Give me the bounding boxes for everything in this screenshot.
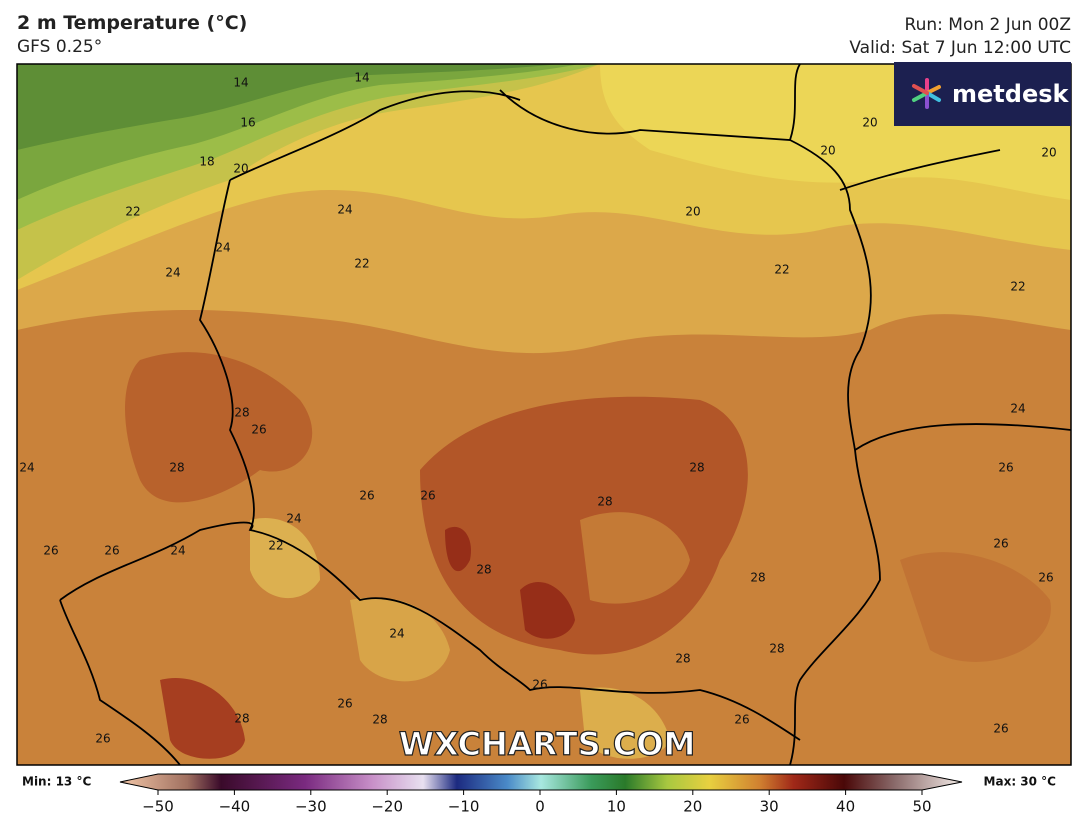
tick-label: 30 — [760, 798, 779, 816]
contour-label: 26 — [43, 544, 58, 558]
contour-label: 26 — [251, 423, 266, 437]
contour-label: 24 — [389, 627, 404, 641]
map-shape — [199, 179, 801, 741]
contour-label: 28 — [372, 713, 387, 727]
contour-label: 26 — [998, 461, 1013, 475]
contour-label: 28 — [234, 406, 249, 420]
map-shape — [912, 91, 929, 102]
title: 2 m Temperature (°C) — [17, 12, 248, 34]
map-shape — [580, 687, 670, 759]
tick-label: −40 — [219, 798, 251, 816]
contour-label: 28 — [476, 563, 491, 577]
tick-label: −30 — [295, 798, 327, 816]
tick-label: 50 — [912, 798, 931, 816]
valid-time: Valid: Sat 7 Jun 12:00 UTC — [849, 38, 1071, 58]
contour-label: 26 — [104, 544, 119, 558]
contour-label: 20 — [820, 144, 835, 158]
map-shape — [59, 521, 254, 601]
colorbar-ticks: −50 −40 −30 −20 −10 0 10 20 30 40 50 — [142, 790, 932, 816]
contour-label: 28 — [234, 712, 249, 726]
map-shape — [160, 678, 245, 759]
contour-label: 28 — [769, 642, 784, 656]
watermark: WXCHARTS.COM — [399, 725, 696, 763]
tick-label: 40 — [836, 798, 855, 816]
map-shape — [900, 552, 1051, 662]
contour-label: 28 — [169, 461, 184, 475]
contour-label: 20 — [862, 116, 877, 130]
map-frame — [16, 63, 1072, 766]
max-label: Max: 30 °C — [984, 775, 1057, 789]
contour-label: 26 — [532, 678, 547, 692]
contour-label: 26 — [95, 732, 110, 746]
contour-label: 28 — [597, 495, 612, 509]
contour-label: 24 — [165, 266, 180, 280]
contour-label: 24 — [215, 241, 230, 255]
tick-label: 0 — [535, 798, 545, 816]
borders — [59, 64, 1071, 765]
contour-label: 26 — [993, 722, 1008, 736]
tick-label: −50 — [142, 798, 174, 816]
contour-label: 24 — [337, 203, 352, 217]
tick-label: 20 — [683, 798, 702, 816]
contour-label: 18 — [199, 155, 214, 169]
map-shape — [520, 581, 575, 639]
contour-label: 24 — [286, 512, 301, 526]
map-shape — [125, 352, 313, 503]
contour-label: 22 — [125, 205, 140, 219]
contour-label: 14 — [233, 76, 248, 90]
map-shape — [912, 84, 929, 95]
subtitle: GFS 0.25° — [17, 37, 103, 57]
map-shape — [59, 599, 181, 765]
contour-label: 28 — [675, 652, 690, 666]
contour-label: 22 — [774, 263, 789, 277]
contour-label: 24 — [170, 544, 185, 558]
map-shape — [580, 512, 690, 604]
run-time: Run: Mon 2 Jun 00Z — [904, 15, 1071, 35]
contour-label: 24 — [19, 461, 34, 475]
map-shape — [445, 526, 471, 572]
contour-label: 26 — [993, 537, 1008, 551]
min-label: Min: 13 °C — [22, 775, 91, 789]
contour-label: 22 — [268, 539, 283, 553]
contour-label: 16 — [240, 116, 255, 130]
tick-label: −10 — [448, 798, 480, 816]
contour-label: 14 — [354, 71, 369, 85]
contour-label: 28 — [689, 461, 704, 475]
tick-label: −20 — [371, 798, 403, 816]
contour-label: 20 — [685, 205, 700, 219]
tick-label: 10 — [607, 798, 626, 816]
contour-label: 26 — [420, 489, 435, 503]
map-shape — [17, 64, 560, 150]
logo: metdesk — [952, 80, 1070, 108]
contour-label: 22 — [1010, 280, 1025, 294]
map-shape — [350, 597, 450, 682]
contour-label: 24 — [1010, 402, 1025, 416]
contour-label: 20 — [233, 162, 248, 176]
contour-label: 26 — [1038, 571, 1053, 585]
map-shape — [839, 149, 1001, 191]
contour-label: 20 — [1041, 146, 1056, 160]
temperature-field — [17, 64, 1071, 765]
colorbar — [119, 773, 963, 791]
map-shape — [250, 518, 320, 599]
contour-label: 26 — [359, 489, 374, 503]
logo-icon — [912, 78, 941, 109]
contour-label: 26 — [734, 713, 749, 727]
contour-label: 26 — [337, 697, 352, 711]
contour-label: 22 — [354, 257, 369, 271]
contour-label: 28 — [750, 571, 765, 585]
map-shape — [854, 423, 1071, 451]
map-shape — [229, 64, 801, 181]
